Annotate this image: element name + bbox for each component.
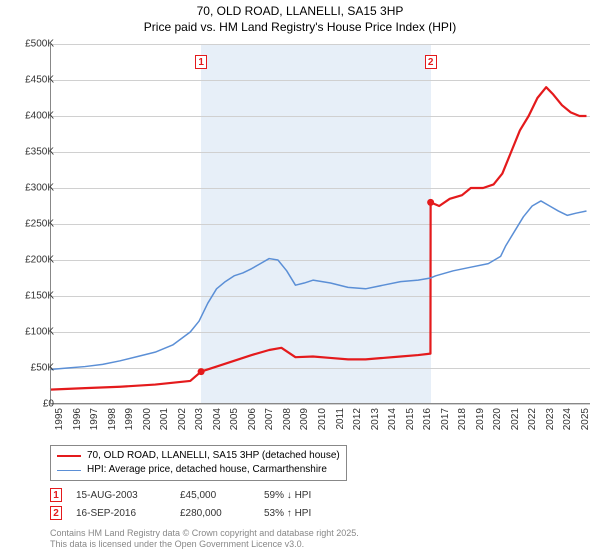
series-price_paid — [50, 87, 586, 389]
footer-line1: Contains HM Land Registry data © Crown c… — [50, 528, 359, 539]
x-tick-label: 2020 — [492, 408, 503, 430]
y-tick-label: £400K — [25, 111, 54, 122]
x-tick-label: 2022 — [527, 408, 538, 430]
x-axis — [50, 403, 590, 404]
x-tick-label: 2024 — [562, 408, 573, 430]
x-tick-label: 2008 — [282, 408, 293, 430]
chart-area — [50, 44, 590, 404]
sales-row-delta: 53% ↑ HPI — [264, 508, 344, 519]
x-tick-label: 2019 — [475, 408, 486, 430]
legend-swatch — [57, 470, 81, 471]
y-tick-label: £450K — [25, 75, 54, 86]
chart-lines — [50, 44, 590, 404]
x-tick-label: 2000 — [142, 408, 153, 430]
sales-row-marker: 2 — [50, 506, 62, 520]
sales-row-price: £45,000 — [180, 490, 250, 501]
x-tick-label: 2018 — [457, 408, 468, 430]
y-tick-label: £300K — [25, 183, 54, 194]
x-tick-label: 2013 — [370, 408, 381, 430]
x-tick-label: 2010 — [317, 408, 328, 430]
legend-item: 70, OLD ROAD, LLANELLI, SA15 3HP (detach… — [57, 449, 340, 463]
sales-row-date: 16-SEP-2016 — [76, 508, 166, 519]
sales-row-delta: 59% ↓ HPI — [264, 490, 344, 501]
sales-row-date: 15-AUG-2003 — [76, 490, 166, 501]
sales-table: 1 15-AUG-2003 £45,000 59% ↓ HPI 2 16-SEP-2016… — [50, 486, 344, 522]
sales-row: 2 16-SEP-2016 £280,000 53% ↑ HPI — [50, 504, 344, 522]
legend-swatch — [57, 455, 81, 457]
legend-label: HPI: Average price, detached house, Carm… — [87, 463, 327, 477]
sale-marker: 2 — [425, 55, 437, 69]
title-line2: Price paid vs. HM Land Registry's House … — [0, 20, 600, 36]
x-tick-label: 1999 — [124, 408, 135, 430]
x-tick-label: 2007 — [264, 408, 275, 430]
y-tick-label: £200K — [25, 255, 54, 266]
title-line1: 70, OLD ROAD, LLANELLI, SA15 3HP — [0, 4, 600, 20]
x-tick-label: 2003 — [194, 408, 205, 430]
sales-row-marker: 1 — [50, 488, 62, 502]
x-tick-label: 2012 — [352, 408, 363, 430]
legend-item: HPI: Average price, detached house, Carm… — [57, 463, 340, 477]
y-tick-label: £0 — [43, 399, 54, 410]
x-tick-label: 1998 — [107, 408, 118, 430]
legend: 70, OLD ROAD, LLANELLI, SA15 3HP (detach… — [50, 445, 347, 481]
x-tick-label: 1995 — [54, 408, 65, 430]
x-tick-label: 2009 — [299, 408, 310, 430]
x-tick-label: 2021 — [510, 408, 521, 430]
sale-marker: 1 — [195, 55, 207, 69]
y-tick-label: £150K — [25, 291, 54, 302]
sale-dot — [198, 368, 205, 375]
title-block: 70, OLD ROAD, LLANELLI, SA15 3HP Price p… — [0, 0, 600, 35]
sales-row: 1 15-AUG-2003 £45,000 59% ↓ HPI — [50, 486, 344, 504]
x-tick-label: 2001 — [159, 408, 170, 430]
y-tick-label: £250K — [25, 219, 54, 230]
sales-row-price: £280,000 — [180, 508, 250, 519]
chart-container: 70, OLD ROAD, LLANELLI, SA15 3HP Price p… — [0, 0, 600, 560]
y-tick-label: £350K — [25, 147, 54, 158]
legend-label: 70, OLD ROAD, LLANELLI, SA15 3HP (detach… — [87, 449, 340, 463]
footer: Contains HM Land Registry data © Crown c… — [50, 528, 359, 551]
x-tick-label: 2006 — [247, 408, 258, 430]
gridline — [50, 404, 590, 405]
x-tick-label: 2015 — [405, 408, 416, 430]
sale-dot — [427, 199, 434, 206]
x-tick-label: 2002 — [177, 408, 188, 430]
x-tick-label: 1996 — [72, 408, 83, 430]
y-tick-label: £500K — [25, 39, 54, 50]
y-tick-label: £50K — [31, 363, 54, 374]
x-tick-label: 2004 — [212, 408, 223, 430]
footer-line2: This data is licensed under the Open Gov… — [50, 539, 359, 550]
x-tick-label: 2011 — [335, 408, 346, 430]
series-hpi — [50, 201, 586, 369]
x-tick-label: 2017 — [440, 408, 451, 430]
x-tick-label: 1997 — [89, 408, 100, 430]
y-tick-label: £100K — [25, 327, 54, 338]
x-tick-label: 2005 — [229, 408, 240, 430]
x-tick-label: 2025 — [580, 408, 591, 430]
x-tick-label: 2014 — [387, 408, 398, 430]
x-tick-label: 2016 — [422, 408, 433, 430]
x-tick-label: 2023 — [545, 408, 556, 430]
